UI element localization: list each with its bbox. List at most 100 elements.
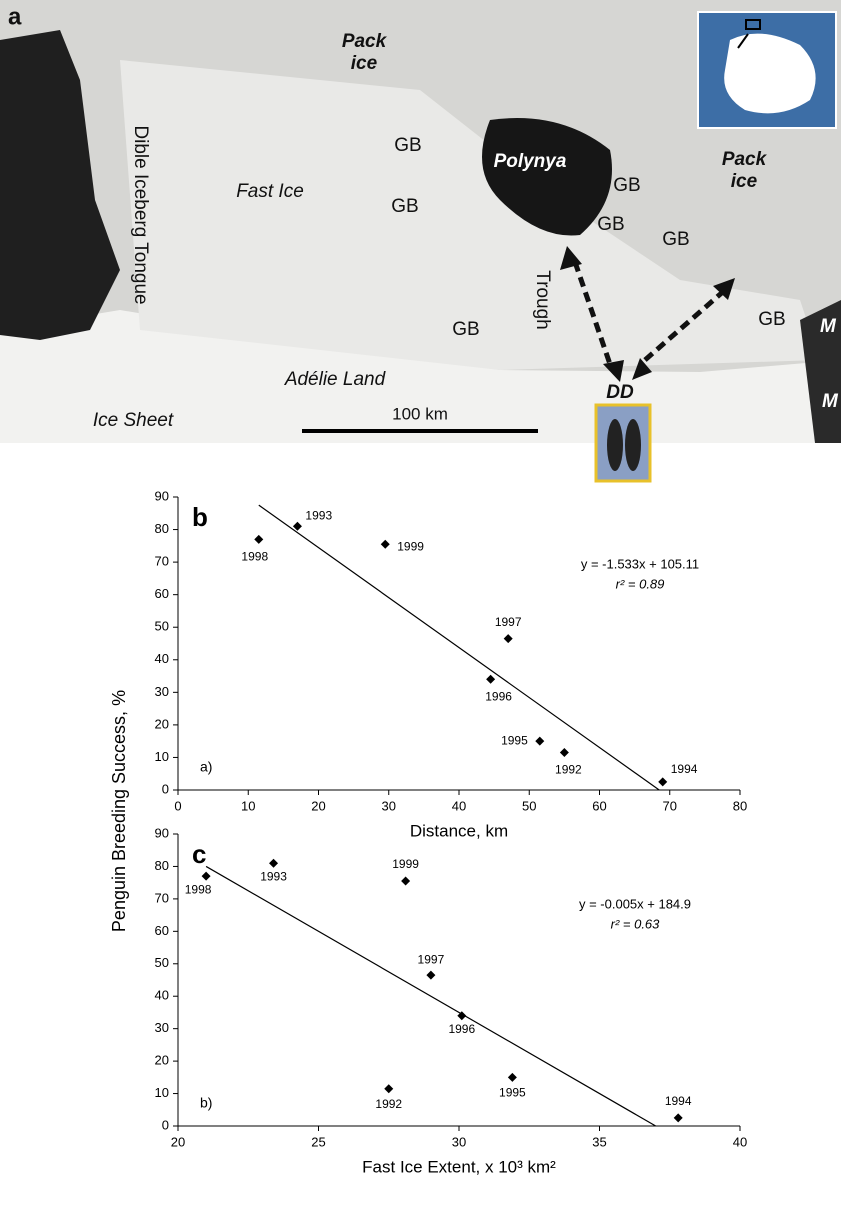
data-point [673,1113,683,1123]
y-tick-label: 10 [155,749,169,764]
point-label: 1997 [495,615,522,629]
panel-label: c [192,839,206,869]
y-tick-label: 70 [155,554,169,569]
data-point [658,777,668,787]
map-label: GB [758,309,785,330]
arrow-head [713,278,735,300]
map-label: Pack ice [342,31,388,74]
fast-ice [120,60,820,370]
x-tick-label: 20 [171,1134,185,1149]
y-tick-label: 60 [155,923,169,938]
penguin-icon-shape [625,419,641,471]
point-label: 1997 [418,952,445,966]
y-tick-label: 50 [155,955,169,970]
arrow-head [603,360,624,382]
x-tick-label: 40 [733,1134,747,1149]
point-label: 1994 [665,1094,692,1108]
penguin-icon-shape [607,419,623,471]
scale-label: 100 km [392,404,448,423]
y-tick-label: 90 [155,825,169,840]
y-tick-label: 80 [155,858,169,873]
map-label: M [820,316,837,337]
y-tick-label: 50 [155,619,169,634]
x-axis-label: Distance, km [410,821,508,840]
data-point [201,871,211,881]
x-tick-label: 20 [311,798,325,813]
y-tick-label: 30 [155,684,169,699]
inset-arrow [737,33,749,49]
map-label: GB [452,319,479,340]
y-tick-label: 0 [162,781,169,796]
x-tick-label: 40 [452,798,466,813]
point-label: 1994 [671,762,698,776]
data-point [269,858,279,868]
data-point [292,521,302,531]
open-water [0,30,120,340]
map-label: Ice Sheet [93,410,174,431]
map-label: GB [613,175,640,196]
y-tick-label: 20 [155,716,169,731]
data-point [559,748,569,758]
y-tick-label: 60 [155,586,169,601]
map-label: GB [391,196,418,217]
y-tick-label: 90 [155,488,169,503]
penguin-icon [594,403,652,483]
equation: y = -1.533x + 105.11 [581,556,699,571]
y-tick-label: 0 [162,1117,169,1132]
point-label: 1996 [448,1022,475,1036]
point-label: 1999 [392,857,419,871]
map-label: Fast Ice [236,181,304,202]
arrow [643,288,727,362]
x-tick-label: 70 [663,798,677,813]
trendline [205,865,656,1127]
arrow-head [632,358,652,380]
point-label: 1998 [185,882,212,896]
equation: y = -0.005x + 184.9 [579,896,691,911]
point-label: 1992 [555,763,582,777]
y-tick-label: 10 [155,1085,169,1100]
map-label: Dible Iceberg Tongue [130,125,151,304]
map-panel: a Pack ice Dible Iceberg Tongue Fast Ice … [0,0,841,483]
data-point [535,736,545,746]
y-tick-label: 40 [155,988,169,1003]
data-point [384,1084,394,1094]
point-label: 1995 [501,733,528,747]
data-point [503,634,513,644]
map-label: GB [662,229,689,250]
x-tick-label: 0 [174,798,181,813]
arrows [572,261,727,371]
trendline [258,504,660,791]
map-label: Trough [532,270,553,330]
data-point [380,539,390,549]
point-label: 1993 [305,508,332,522]
point-label: 1996 [485,689,512,703]
map-label: GB [597,214,624,235]
map-label: Polynya [494,151,567,172]
y-axis-label: Penguin Breeding Success, % [109,690,129,932]
arrow [572,261,615,371]
y-tick-label: 20 [155,1053,169,1068]
point-label: 1999 [397,539,424,553]
y-tick-label: 80 [155,521,169,536]
x-tick-label: 50 [522,798,536,813]
map-label: Pack ice [722,149,768,192]
point-label: 1995 [499,1086,526,1100]
inner-label: a) [200,759,212,775]
polynya [482,118,612,236]
data-point [486,674,496,684]
inner-label: b) [200,1095,212,1111]
x-tick-label: 60 [592,798,606,813]
x-axis-label: Fast Ice Extent, x 10³ km² [362,1157,556,1176]
y-tick-label: 40 [155,651,169,666]
x-tick-label: 30 [382,798,396,813]
point-label: 1998 [241,549,268,563]
data-point [254,534,264,544]
data-point [401,876,411,886]
inset-locator [745,19,761,30]
x-tick-label: 30 [452,1134,466,1149]
point-label: 1992 [375,1097,402,1111]
x-tick-label: 10 [241,798,255,813]
map-label: GB [394,135,421,156]
dark-water [800,300,841,443]
